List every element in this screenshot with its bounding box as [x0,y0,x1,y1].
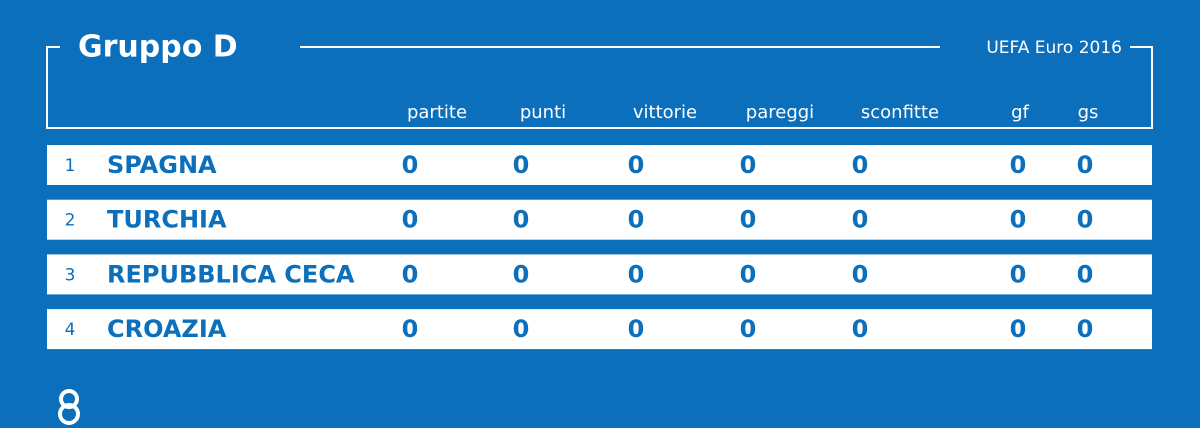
stat-value: 0 [1010,315,1027,343]
stat-value: 0 [1010,151,1027,179]
stat-value: 0 [740,315,757,343]
stat-value: 0 [1077,260,1094,288]
stat-value: 0 [852,315,869,343]
stat-value: 0 [402,206,419,234]
row-background [47,145,1152,185]
team-name: CROAZIA [107,315,227,343]
stat-value: 0 [1010,206,1027,234]
group-title: Gruppo D [78,30,238,65]
stat-value: 0 [402,151,419,179]
row-background [47,309,1152,350]
column-header: gf [1011,102,1029,123]
stat-value: 0 [852,260,869,288]
stat-value: 0 [628,151,645,179]
column-header: sconfitte [861,102,939,123]
stat-value: 0 [740,151,757,179]
rank: 3 [65,265,76,285]
team-name: REPUBBLICA CECA [107,260,355,288]
column-header: partite [407,102,467,123]
stat-value: 0 [628,260,645,288]
frame [46,46,1153,129]
row-background [47,199,1152,240]
stat-value: 0 [1077,206,1094,234]
stat-value: 0 [402,315,419,343]
team-name: SPAGNA [107,151,217,179]
stat-value: 0 [628,206,645,234]
stat-value: 0 [513,315,530,343]
stat-value: 0 [402,260,419,288]
row-background [47,254,1152,295]
stat-value: 0 [1010,260,1027,288]
stat-value: 0 [852,206,869,234]
stat-value: 0 [740,260,757,288]
column-header: pareggi [746,102,814,123]
stat-value: 0 [740,206,757,234]
team-name: TURCHIA [107,206,227,234]
column-header: punti [520,102,566,123]
stat-value: 0 [628,315,645,343]
column-header: vittorie [633,102,697,123]
logo [58,389,80,425]
tournament-label: UEFA Euro 2016 [986,38,1122,58]
stat-value: 0 [513,151,530,179]
stat-value: 0 [852,151,869,179]
rank: 1 [65,156,76,176]
stat-value: 0 [513,206,530,234]
column-header: gs [1078,102,1099,123]
rank: 4 [65,320,76,340]
rank: 2 [65,211,76,231]
stat-value: 0 [1077,315,1094,343]
stat-value: 0 [513,260,530,288]
stat-value: 0 [1077,151,1094,179]
